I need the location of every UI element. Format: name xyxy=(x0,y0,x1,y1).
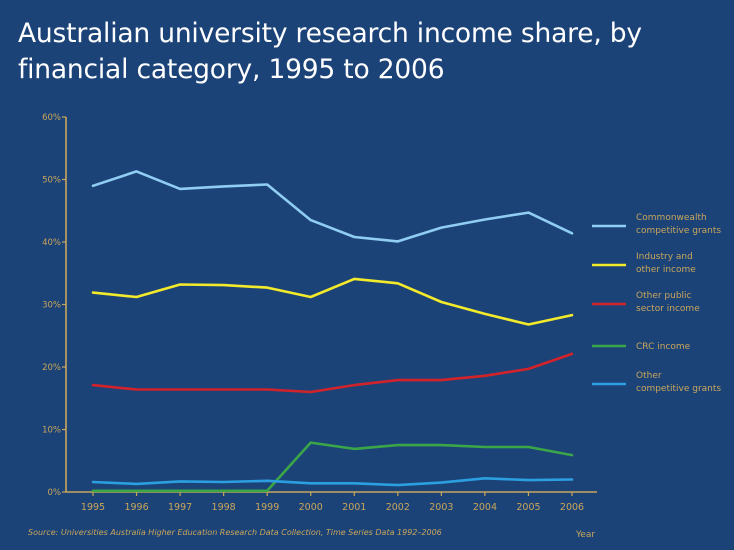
x-tick-label: 2000 xyxy=(299,502,323,513)
chart-title: Australian university research income sh… xyxy=(18,18,642,85)
series-line-other-competitive-grants xyxy=(91,476,574,487)
source-note: Source: Universities Australia Higher Ed… xyxy=(28,528,442,537)
legend-label-line2: other income xyxy=(636,265,696,275)
x-tick-label: 2001 xyxy=(342,502,366,513)
x-tick-label: 2004 xyxy=(473,502,497,513)
x-tick-label: 1997 xyxy=(168,502,192,513)
y-tick-label: 60% xyxy=(42,113,61,123)
x-tick-label: 2006 xyxy=(560,502,584,513)
x-tick-label: 2003 xyxy=(429,502,453,513)
legend-label: Other xyxy=(636,371,662,381)
y-tick-label: 50% xyxy=(42,176,61,186)
x-axis-label: Year xyxy=(576,530,596,540)
legend-label: CRC income xyxy=(636,342,691,352)
legend-label-line2: competitive grants xyxy=(636,384,721,394)
series-line-crc-income xyxy=(91,441,574,493)
x-tick-label: 1995 xyxy=(81,502,105,513)
legend-label: Other public xyxy=(636,291,692,301)
legend-label: Commonwealth xyxy=(636,213,707,223)
y-tick-label: 40% xyxy=(42,238,61,248)
legend-label-line2: competitive grants xyxy=(636,226,721,236)
series-line-industry-and-other-income xyxy=(91,277,574,326)
series-line-other-public-sector-income xyxy=(91,352,574,394)
y-tick-label: 10% xyxy=(42,426,61,436)
y-tick-label: 20% xyxy=(42,363,61,373)
series-line-commonwealth-competitive-grants xyxy=(91,170,574,243)
y-tick-label: 30% xyxy=(42,301,61,311)
legend-label: Industry and xyxy=(636,252,693,262)
y-tick-label: 0% xyxy=(48,488,62,498)
x-tick-label: 1998 xyxy=(212,502,236,513)
x-tick-label: 1999 xyxy=(255,502,279,513)
x-tick-label: 2005 xyxy=(516,502,540,513)
legend-label-line2: sector income xyxy=(636,304,700,314)
x-tick-label: 2002 xyxy=(386,502,410,513)
x-tick-label: 1996 xyxy=(124,502,148,513)
